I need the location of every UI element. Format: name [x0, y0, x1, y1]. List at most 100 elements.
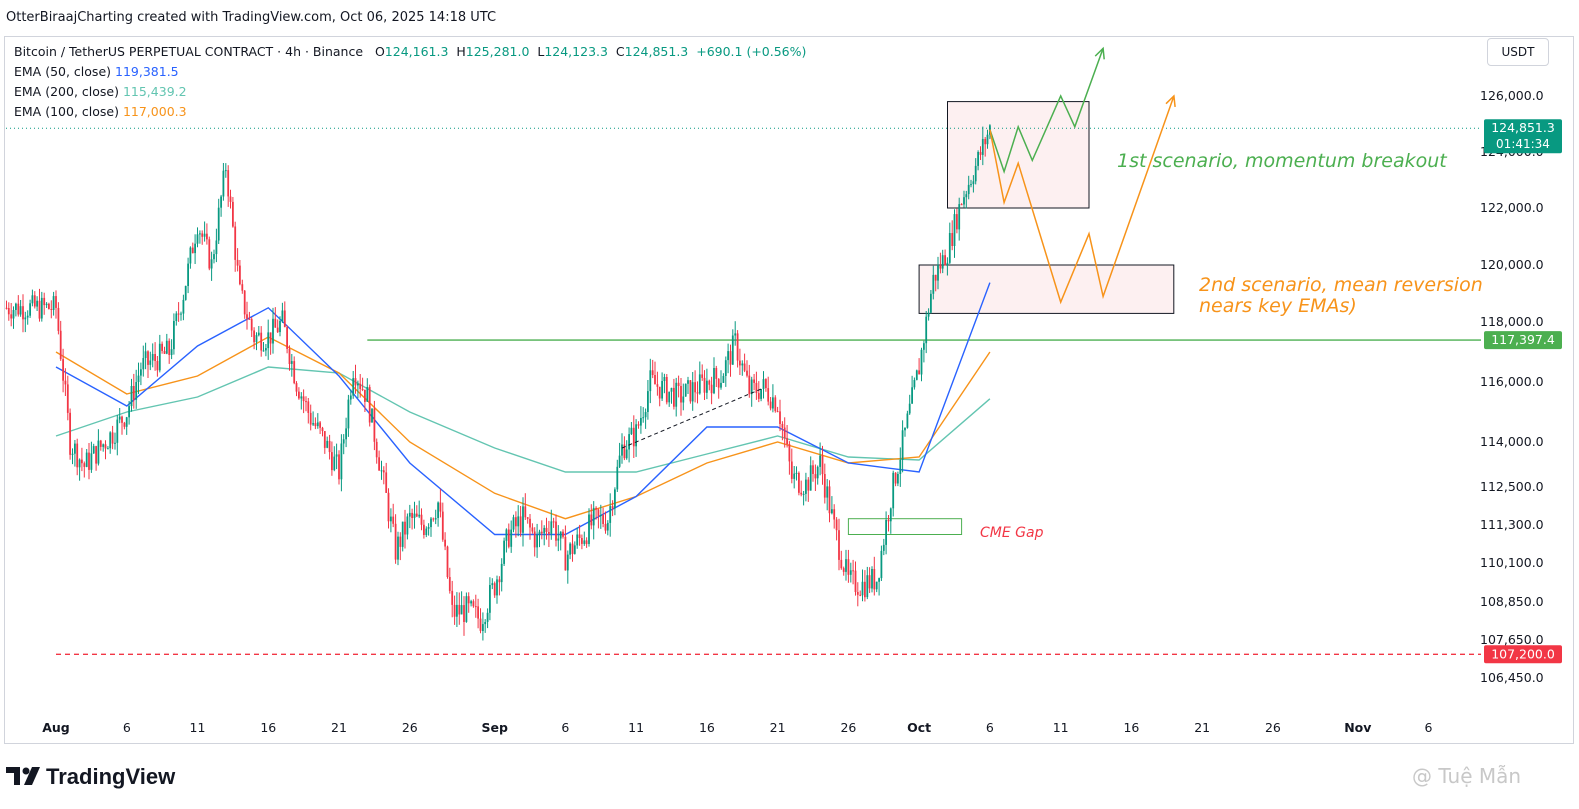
candle-body — [767, 388, 770, 402]
candle-body — [573, 545, 576, 554]
ema100-row[interactable]: EMA (100, close) 117,000.3 — [14, 102, 806, 122]
candle-body — [868, 575, 871, 589]
candle-body — [135, 382, 138, 400]
annotation-label: 1st scenario, momentum breakout — [1117, 150, 1448, 172]
ema200-row[interactable]: EMA (200, close) 115,439.2 — [14, 82, 806, 102]
candle-body — [623, 444, 626, 459]
candle-body — [382, 470, 385, 473]
candle-body — [632, 427, 635, 447]
candle-body — [885, 520, 887, 545]
candle-body — [897, 474, 899, 484]
candle-body — [267, 332, 270, 349]
candle-body — [637, 424, 640, 426]
candle-body — [698, 374, 701, 394]
candle-body — [10, 314, 13, 319]
candle-body — [392, 516, 395, 524]
candle-body — [359, 383, 362, 389]
candle-body — [137, 375, 140, 382]
candle-body — [977, 152, 979, 166]
candle-body — [486, 612, 489, 622]
candle-body — [147, 351, 149, 365]
candle-body — [913, 380, 916, 388]
candle-body — [118, 416, 121, 420]
candle-body — [538, 531, 541, 535]
candle-body — [352, 378, 355, 396]
candle-body — [937, 265, 939, 281]
candle-body — [385, 472, 388, 493]
x-tick-label: 6 — [1425, 720, 1433, 735]
candle-body — [571, 543, 574, 554]
candle-body — [618, 455, 621, 467]
currency-button[interactable]: USDT — [1487, 38, 1549, 66]
candle-body — [946, 262, 949, 266]
candle-body — [680, 386, 682, 403]
candle-body — [925, 316, 928, 344]
candle-body — [703, 377, 706, 393]
candle-body — [595, 507, 597, 510]
tradingview-logo[interactable]: TradingView — [6, 764, 175, 790]
candle-body — [288, 348, 291, 364]
candle-body — [298, 391, 300, 399]
chart-caption: OtterBiraajCharting created with Trading… — [0, 0, 1579, 36]
candle-body — [430, 518, 432, 528]
x-tick-label: Aug — [42, 720, 70, 735]
candle-body — [882, 544, 885, 551]
candle-body — [774, 397, 777, 412]
candle-body — [357, 383, 359, 386]
candle-body — [404, 521, 406, 535]
open-label: O — [374, 44, 385, 59]
candle-body — [581, 538, 583, 544]
candle-body — [189, 247, 192, 264]
candle-body — [588, 514, 590, 544]
candle-body — [906, 413, 909, 428]
symbol-row[interactable]: Bitcoin / TetherUS PERPETUAL CONTRACT · … — [14, 42, 806, 62]
candle-body — [444, 539, 446, 547]
candle-body — [161, 343, 163, 351]
x-tick-label: 21 — [331, 720, 347, 735]
x-tick-label: Oct — [907, 720, 931, 735]
candle-body — [309, 412, 312, 425]
candle-body — [31, 295, 34, 304]
candle-body — [640, 418, 642, 426]
candle-body — [26, 315, 29, 318]
candle-body — [59, 330, 62, 360]
candle-body — [232, 201, 234, 227]
candle-body — [753, 379, 755, 383]
candle-body — [15, 303, 17, 310]
candle-body — [177, 313, 180, 315]
candle-body — [750, 379, 753, 395]
ema50-row[interactable]: EMA (50, close) 119,381.5 — [14, 62, 806, 82]
candle-body — [673, 387, 675, 407]
chart-legend: Bitcoin / TetherUS PERPETUAL CONTRACT · … — [14, 42, 806, 122]
x-tick-label: 11 — [628, 720, 644, 735]
candle-body — [536, 534, 538, 548]
candle-body — [316, 422, 319, 427]
symbol-name[interactable]: Bitcoin / TetherUS PERPETUAL CONTRACT · … — [14, 44, 364, 59]
candle-body — [361, 389, 364, 390]
candle-body — [569, 543, 571, 555]
candle-body — [451, 590, 454, 605]
candle-body — [491, 583, 494, 586]
candle-body — [493, 583, 496, 596]
candle-body — [390, 516, 392, 522]
candle-body — [19, 306, 22, 315]
candle-body — [151, 354, 154, 361]
candle-body — [760, 389, 762, 399]
candle-body — [927, 312, 930, 317]
candle-body — [838, 530, 840, 560]
candle-body — [783, 427, 786, 439]
candle-body — [43, 297, 46, 306]
price-badge-label: 124,851.3 — [1491, 120, 1555, 135]
candle-body — [496, 579, 498, 596]
candle-body — [121, 416, 123, 423]
candle-body — [856, 592, 859, 595]
candle-body — [918, 370, 920, 375]
candle-body — [24, 317, 27, 320]
candle-body — [224, 170, 227, 172]
candle-body — [498, 579, 501, 583]
candle-body — [519, 516, 522, 533]
candle-body — [859, 594, 862, 596]
candle-body — [665, 377, 668, 403]
candle-body — [550, 521, 553, 534]
